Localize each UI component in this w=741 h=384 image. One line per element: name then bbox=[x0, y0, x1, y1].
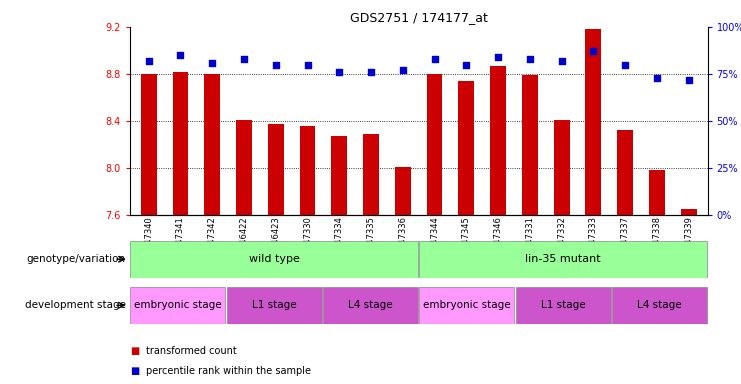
Point bbox=[143, 58, 155, 64]
Bar bbox=[331, 136, 348, 215]
Bar bbox=[617, 130, 633, 215]
Point bbox=[365, 69, 377, 75]
Bar bbox=[612, 287, 707, 324]
Text: embryonic stage: embryonic stage bbox=[134, 300, 222, 310]
Bar bbox=[141, 74, 156, 215]
Bar bbox=[130, 241, 418, 278]
Point bbox=[333, 69, 345, 75]
Bar bbox=[395, 167, 411, 215]
Bar bbox=[427, 74, 442, 215]
Point bbox=[524, 56, 536, 62]
Bar bbox=[649, 170, 665, 215]
Bar bbox=[173, 71, 188, 215]
Text: transformed count: transformed count bbox=[146, 346, 236, 356]
Text: percentile rank within the sample: percentile rank within the sample bbox=[146, 366, 311, 376]
Text: ■: ■ bbox=[130, 366, 139, 376]
Point bbox=[175, 52, 187, 58]
Bar bbox=[522, 75, 538, 215]
Text: lin-35 mutant: lin-35 mutant bbox=[525, 254, 601, 264]
Bar bbox=[554, 120, 570, 215]
Bar bbox=[236, 120, 252, 215]
Bar bbox=[490, 66, 506, 215]
Text: GDS2751 / 174177_at: GDS2751 / 174177_at bbox=[350, 12, 488, 25]
Bar bbox=[419, 287, 514, 324]
Point bbox=[270, 61, 282, 68]
Bar bbox=[681, 209, 697, 215]
Point bbox=[397, 67, 409, 73]
Point bbox=[651, 74, 662, 81]
Bar bbox=[205, 74, 220, 215]
Bar bbox=[516, 287, 611, 324]
Bar bbox=[419, 241, 707, 278]
Point bbox=[619, 61, 631, 68]
Point bbox=[302, 61, 313, 68]
Bar bbox=[363, 134, 379, 215]
Text: ■: ■ bbox=[130, 346, 139, 356]
Point bbox=[492, 54, 504, 60]
Text: wild type: wild type bbox=[249, 254, 299, 264]
Point bbox=[682, 76, 694, 83]
Text: development stage: development stage bbox=[25, 300, 126, 310]
Text: L1 stage: L1 stage bbox=[541, 300, 585, 310]
Bar bbox=[130, 287, 225, 324]
Text: L1 stage: L1 stage bbox=[252, 300, 296, 310]
Text: L4 stage: L4 stage bbox=[348, 300, 393, 310]
Bar bbox=[299, 126, 316, 215]
Point bbox=[206, 60, 218, 66]
Bar bbox=[268, 124, 284, 215]
Point bbox=[238, 56, 250, 62]
Text: embryonic stage: embryonic stage bbox=[423, 300, 511, 310]
Text: genotype/variation: genotype/variation bbox=[27, 254, 126, 264]
Point bbox=[460, 61, 472, 68]
Point bbox=[556, 58, 568, 64]
Point bbox=[588, 48, 599, 55]
Text: L4 stage: L4 stage bbox=[637, 300, 682, 310]
Bar bbox=[227, 287, 322, 324]
Bar bbox=[323, 287, 418, 324]
Bar bbox=[459, 81, 474, 215]
Bar bbox=[585, 29, 601, 215]
Point bbox=[428, 56, 440, 62]
